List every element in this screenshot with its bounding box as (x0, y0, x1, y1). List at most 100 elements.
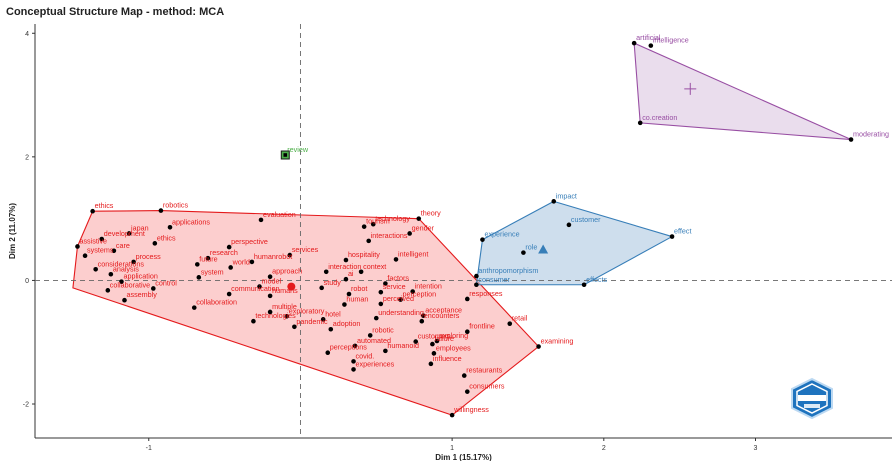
point-label-interaction: interaction (328, 262, 361, 271)
point-assistive (75, 244, 80, 249)
point-label-effects: effects (586, 275, 607, 284)
point-label-robotic: robotic (372, 325, 394, 334)
point-label-perceptions: perceptions (330, 343, 368, 352)
point-label-review: review (287, 145, 309, 154)
point-label-system: system (201, 267, 224, 276)
y-tick-label: 4 (25, 31, 29, 38)
point-responses (464, 296, 470, 302)
point-intention (410, 289, 415, 294)
point-theory (416, 216, 422, 221)
point-experience (480, 237, 485, 242)
point-label-experience: experience (484, 230, 519, 239)
point-impact (551, 199, 557, 204)
x-tick-label: 3 (754, 445, 758, 452)
point-interaction (323, 269, 329, 275)
point-factors (383, 281, 388, 286)
point-label-interactions: interactions (371, 231, 408, 240)
point-label-ethics: ethics (95, 201, 114, 210)
point-label-hospitality: hospitality (348, 250, 380, 259)
point-future (194, 262, 200, 267)
point-label-robot: robot (351, 284, 367, 293)
point-label-study: study (324, 278, 342, 287)
point-context (358, 269, 364, 275)
point-label-retail: retail (512, 314, 528, 323)
point-considerations (93, 267, 98, 272)
point-applications (167, 224, 173, 230)
point-label-application: application (123, 272, 157, 281)
y-axis-label: Dim 2 (11.07%) (8, 203, 17, 259)
point-consumers (464, 389, 470, 394)
point-label-ai: ai (348, 269, 354, 278)
point-communication (226, 291, 232, 297)
point-system (196, 275, 202, 280)
point-intelligent (393, 257, 399, 262)
point-tourism (361, 224, 367, 229)
point-label-development: development (104, 229, 145, 238)
point-label-assistive: assistive (79, 236, 107, 245)
point-label-japan: japan (130, 223, 149, 232)
point-robotic (367, 333, 373, 338)
point-influence (428, 361, 434, 367)
data-points (75, 40, 854, 418)
point-label-process: process (136, 252, 162, 261)
point-frontline (464, 329, 470, 335)
point-exploring (434, 338, 440, 344)
point-hotel (320, 317, 326, 322)
point-automated (352, 343, 358, 349)
point-label-adoption: adoption (333, 319, 361, 328)
point-humanrobot (249, 259, 255, 265)
point-model (257, 284, 262, 289)
point-analysis (108, 271, 114, 277)
point-label-gender: gender (412, 223, 435, 232)
point-label-collaborative: collaborative (110, 280, 150, 289)
point-employees (431, 351, 437, 356)
point-technologies (251, 318, 256, 324)
cluster-hull-1 (72, 210, 540, 416)
point-label-role: role (525, 243, 537, 252)
point-control (151, 286, 156, 291)
point-label-research: research (210, 248, 238, 257)
point-label-intelligent: intelligent (398, 249, 428, 258)
point-human (342, 302, 347, 307)
point-label-responses: responses (469, 289, 503, 298)
point-customers (413, 339, 419, 344)
point-experiences (351, 367, 356, 372)
point-label-approach: approach (272, 267, 302, 276)
x-axis-label: Dim 1 (15.17%) (435, 453, 492, 461)
point-ethics (152, 241, 158, 246)
point-technology (370, 221, 376, 227)
point-label-world: world (232, 257, 250, 266)
point-anthropomorphism (474, 273, 479, 279)
point-examining (536, 344, 541, 349)
point-label-understanding: understanding (378, 308, 424, 317)
point-perspective (226, 244, 232, 250)
point-label-influence: influence (433, 354, 462, 363)
point-label-hotel: hotel (325, 309, 341, 318)
point-pandemic (292, 324, 297, 330)
cluster-hulls (72, 42, 852, 416)
point-label-context: context (363, 262, 386, 271)
axes: -1 1 2 3 4 2 0 -2 Dim 1 (15.17%) Dim 2 (11.07%) (8, 24, 892, 461)
point-study (319, 285, 324, 291)
point-label-technology: technology (375, 214, 410, 223)
point-label-acceptance: acceptance (425, 306, 462, 315)
point-robotics (158, 208, 164, 213)
point-label-technologies: technologies (255, 311, 296, 320)
point-japan (126, 231, 132, 236)
point-role (521, 250, 526, 255)
point-label-model: model (261, 277, 281, 286)
point-label-factors: factors (387, 274, 409, 283)
point-failure (430, 341, 435, 347)
point-adoption (328, 326, 334, 332)
point-label-frontline: frontline (469, 322, 495, 331)
point-gender (407, 231, 412, 236)
point-understanding (373, 315, 379, 321)
point-humans (267, 293, 273, 299)
point-label-perception: perception (403, 290, 437, 299)
point-label-effect: effect (674, 227, 691, 236)
point-label-future: future (199, 254, 217, 263)
point-multiple (267, 309, 273, 315)
point-label-human: human (346, 295, 368, 304)
point-willingness (449, 412, 455, 418)
